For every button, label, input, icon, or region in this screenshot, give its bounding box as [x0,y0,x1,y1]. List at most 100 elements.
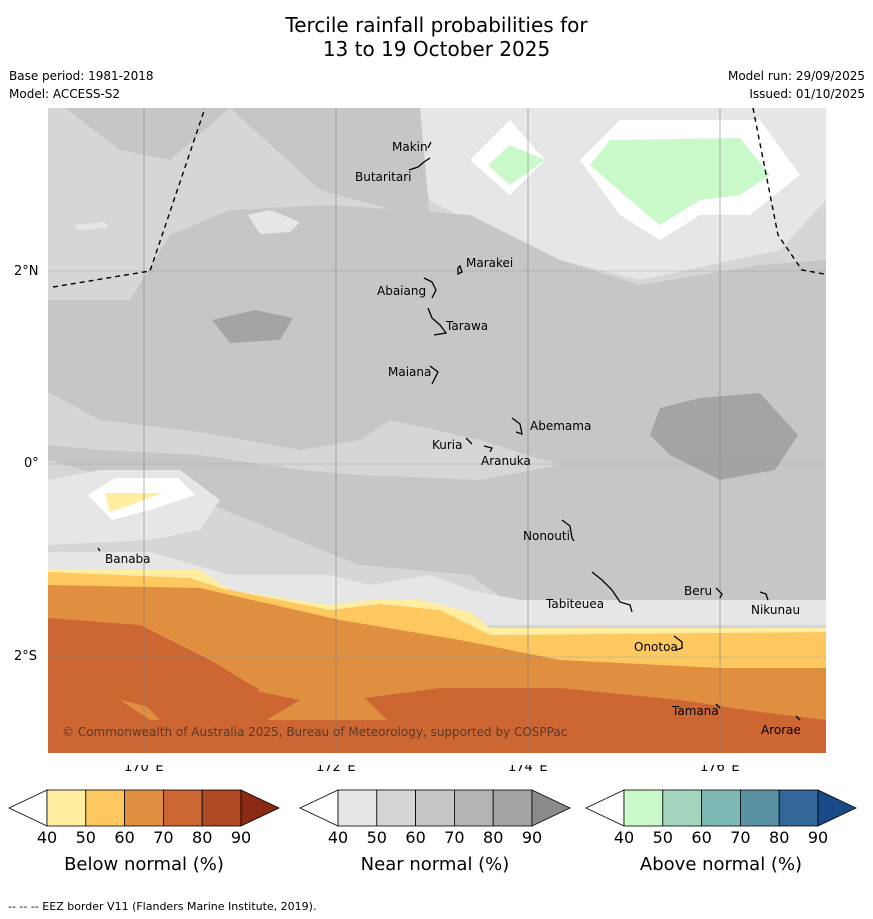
island-marakei [457,264,463,276]
map-gridlines [48,108,826,753]
island-abemama [511,417,523,435]
colorbar-above-lower-extend [585,789,625,827]
near-normal-50-equator [48,392,560,480]
lat-label-2s: 2°S [14,649,38,664]
label-onotoa: Onotoa [634,640,678,654]
colorbar-above-tick: 60 [691,828,712,847]
label-abaiang: Abaiang [377,284,426,298]
colorbar-above-tick: 90 [807,828,829,847]
colorbar-near-tick: 60 [405,828,426,847]
eez-footnote: -- -- -- EEZ border V11 (Flanders Marine… [8,900,317,913]
above-normal-40-west [488,145,545,185]
island-nikunau [759,591,769,601]
label-marakei: Marakei [466,256,513,270]
island-labels: Makin Butaritari Marakei Abaiang Tarawa … [105,140,801,737]
colorbar-above-segment [662,789,702,827]
colorbar-below-tick: 60 [114,828,135,847]
colorbar-above-tick: 70 [730,828,751,847]
model-name: Model: ACCESS-S2 [9,87,121,101]
island-tabiteuea [591,571,633,613]
near-normal-40-small [248,210,300,234]
colorbars [8,789,857,827]
colorbar-near-segment [376,789,416,827]
island-tarawa [427,307,448,336]
copyright-notice: © Commonwealth of Australia 2025, Bureau… [62,725,567,739]
island-nonouti [561,519,575,542]
colorbar-above-segment [623,789,664,827]
colorbar-below-tick: 80 [192,828,213,847]
island-abaiang [423,277,437,299]
colorbar-near-tick: 50 [366,828,387,847]
colorbar-near-upper-extend [531,789,571,827]
label-kuria: Kuria [432,438,463,452]
colorbar-below-segment [85,789,126,827]
issued-date: Issued: 01/10/2025 [749,87,865,101]
island-maiana [429,365,439,385]
near-normal-60-north [230,108,430,220]
colorbar-below-title: Below normal (%) [64,854,224,875]
colorbar-above-segment [701,789,741,827]
map-title-line2: 13 to 19 October 2025 [322,37,551,61]
colorbar-below-upper-extend [240,789,280,827]
colorbar-near-segment [415,789,455,827]
island-arorae [795,715,801,721]
lat-label-0: 0° [24,456,39,471]
colorbar-above-tick: 50 [652,828,673,847]
near-normal-70-west [212,310,293,343]
island-aranuka [483,445,493,453]
colorbar-below-segment [46,789,87,827]
label-tamana: Tamana [671,704,719,718]
colorbar-above-title: Above normal (%) [639,854,803,875]
colorbar-near-tick: 70 [444,828,465,847]
colorbar-below-segment [201,789,242,827]
island-makin [427,141,432,149]
below-normal-40-patch [105,493,162,512]
colorbar-near-segment [453,789,494,827]
label-aranuka: Aranuka [481,454,531,468]
colorbar-above-tick: 80 [769,828,790,847]
colorbar-near-tick: 80 [483,828,504,847]
colorbar-below-tick: 90 [230,828,252,847]
island-kuria [465,437,473,445]
colorbar-below-tick: 70 [153,828,174,847]
eez-border [52,107,825,288]
island-beru [715,587,723,599]
island-shapes [97,141,801,721]
colorbar-near-lower-extend [299,789,339,827]
above-normal-40-east [590,138,770,225]
colorbar-below-segment [124,789,164,827]
label-beru: Beru [684,584,712,598]
base-period: Base period: 1981-2018 [9,69,154,83]
near-normal-60-nw [65,108,230,160]
probability-shading [48,108,826,753]
colorbar-below-tick: 40 [36,828,58,847]
model-run: Model run: 29/09/2025 [727,69,865,83]
colorbar-near-segment [337,789,378,827]
near-normal-60-core [48,205,826,610]
lat-label-2n: 2°N [14,264,39,279]
island-onotoa [673,635,683,651]
label-nonouti: Nonouti [523,529,570,543]
label-butaritari: Butaritari [355,170,412,184]
label-abemama: Abemama [530,419,591,433]
map-title-line1: Tercile rainfall probabilities for [285,13,588,37]
near-normal-70-east [650,393,798,480]
colorbar-below-tick: 50 [75,828,96,847]
island-tamana [715,703,721,709]
island-butaritari [408,157,431,171]
label-banaba: Banaba [105,552,151,566]
colorbar-near-title: Near normal (%) [360,854,510,875]
colorbar-above-segment [740,789,780,827]
island-banaba [97,547,101,552]
colorbar-below-lower-extend [8,789,48,827]
label-maiana: Maiana [388,365,431,379]
label-tarawa: Tarawa [445,319,488,333]
colorbar-near-tick: 40 [327,828,349,847]
colorbar-above-segment [778,789,819,827]
label-arorae: Arorae [761,723,801,737]
colorbar-below-segment [162,789,203,827]
below-normal-70-south [48,720,826,753]
colorbar-near-tick: 90 [521,828,543,847]
label-tabiteuea: Tabiteuea [545,597,604,611]
